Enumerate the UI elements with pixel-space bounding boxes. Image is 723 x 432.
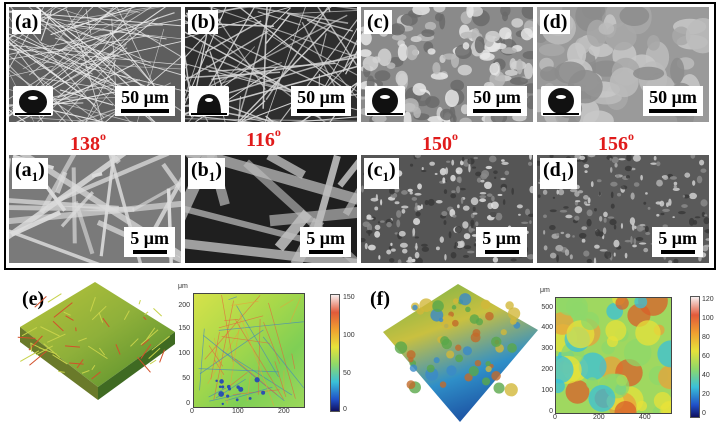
scale-bar: 50 μm <box>467 86 527 116</box>
scale-bar: 50 μm <box>115 86 175 116</box>
heatmap-f <box>555 297 672 414</box>
scale-bar: 5 μm <box>300 227 351 257</box>
contact-angle-b: 116o <box>246 125 281 151</box>
sem-panel-b1: (b1) 5 μm <box>185 155 357 263</box>
colorbar-ticks-f: 120 100 80 60 40 20 0 <box>702 296 714 417</box>
figure-frame <box>4 2 716 270</box>
sem-panel-a1: (a1) 5 μm <box>9 155 181 263</box>
panel-label: (d) <box>540 10 571 34</box>
colorbar-e <box>330 294 340 412</box>
scale-bar: 5 μm <box>652 227 703 257</box>
panel-label: (b1) <box>188 158 225 189</box>
water-droplet-icon <box>541 86 581 116</box>
fiber-texture-a1 <box>9 155 181 263</box>
panel-label: (a) <box>12 10 42 34</box>
water-droplet-icon <box>13 86 53 116</box>
x-ticks-e: 0 100 200 <box>190 408 290 415</box>
unit-label-e: μm <box>178 283 188 290</box>
surface-3d-e <box>17 282 175 400</box>
sem-panel-d1: (d1) 5 μm <box>537 155 709 263</box>
panel-label: (c) <box>364 10 393 34</box>
particle-texture-c <box>361 7 533 122</box>
contact-angle-d: 156o <box>598 129 634 155</box>
sem-panel-c: (c) 50 μm <box>361 7 533 122</box>
colorbar-f <box>690 296 700 418</box>
sem-panel-d: (d) 50 μm <box>537 7 709 122</box>
sem-panel-a: (a) 50 μm <box>9 7 181 122</box>
scale-bar: 5 μm <box>124 227 175 257</box>
panel-label: (a1) <box>12 158 48 189</box>
scale-bar: 5 μm <box>476 227 527 257</box>
y-ticks-f: 500 400 300 200 100 0 <box>541 304 553 415</box>
panel-label-e: (e) <box>22 288 45 310</box>
contact-angle-c: 150o <box>422 129 458 155</box>
unit-label-f: μm <box>540 287 550 294</box>
y-ticks-e: 200 150 100 50 0 <box>178 302 190 407</box>
panel-label: (c1) <box>364 158 399 189</box>
water-droplet-icon <box>365 86 405 116</box>
water-droplet-icon <box>189 86 229 116</box>
panel-label-f: (f) <box>370 288 390 310</box>
panel-label: (b) <box>188 10 219 34</box>
surface-3d-f <box>383 284 538 422</box>
heatmap-e <box>193 293 305 408</box>
sem-panel-c1: (c1) 5 μm <box>361 155 533 263</box>
colorbar-ticks-e: 150 100 50 0 <box>343 294 355 413</box>
scale-bar: 50 μm <box>291 86 351 116</box>
x-ticks-f: 0 200 400 <box>553 414 651 421</box>
scale-bar: 50 μm <box>643 86 703 116</box>
contact-angle-a: 138o <box>70 129 106 155</box>
sem-panel-b: (b) 50 μm <box>185 7 357 122</box>
panel-label: (d1) <box>540 158 577 189</box>
